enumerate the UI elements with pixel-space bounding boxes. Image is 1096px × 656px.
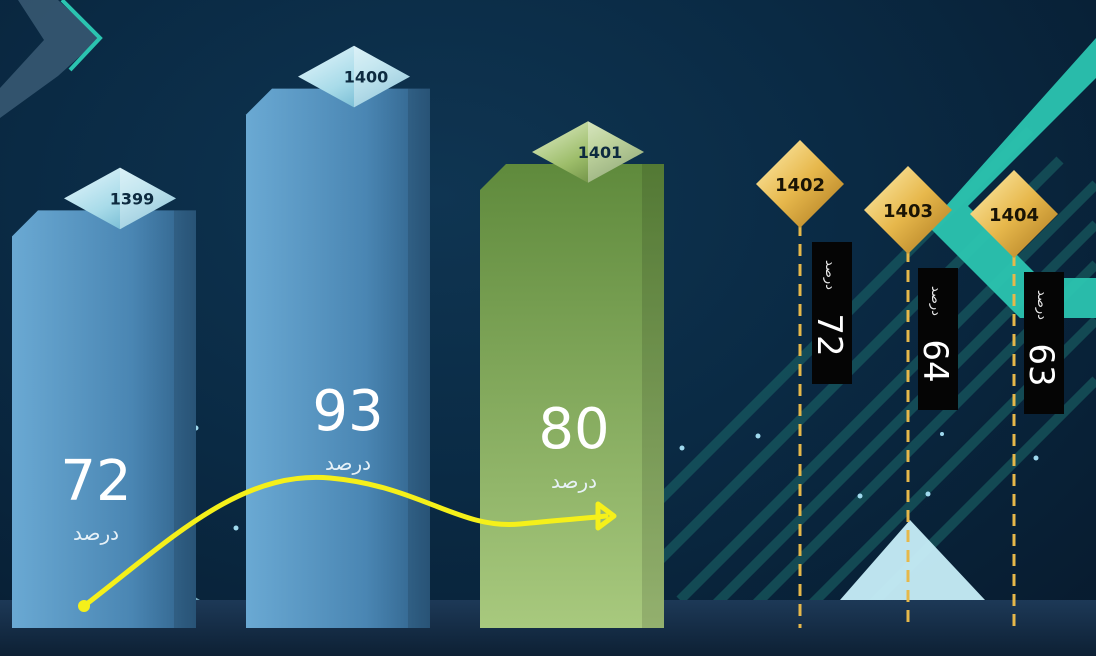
category-label-1399: 1399 (110, 189, 155, 208)
category-label-1400: 1400 (344, 68, 389, 87)
unit-label: درصد (551, 469, 597, 493)
category-diamond (532, 121, 644, 183)
value-box-text: 63 درصد (1021, 290, 1061, 387)
value-box-1403 (918, 268, 958, 410)
category-diamond-gold (970, 170, 1058, 258)
bars-layer (12, 88, 1016, 629)
bar-1401 (480, 164, 664, 628)
value-label-1404: 63 (1021, 343, 1061, 386)
category-label-1401: 1401 (578, 143, 623, 162)
bar-1399 (12, 210, 196, 628)
labels-layer: 1399 72 درصد 1400 93 درصد 1401 80 درصد 1402 72 درصد… (60, 68, 1061, 545)
diamond-facet (120, 167, 176, 230)
trend-arrow-head (595, 501, 617, 531)
value-label-1403: 64 (915, 339, 955, 382)
bar-shade (174, 210, 196, 628)
trend-arrow (81, 474, 609, 609)
category-diamond-gold (756, 140, 844, 228)
unit-label: درصد (325, 451, 371, 475)
bar-shade (642, 164, 664, 628)
diamond-facet (588, 121, 644, 183)
category-diamond (64, 167, 176, 230)
unit-label: درصد (1034, 290, 1049, 320)
markers-layer (64, 45, 1064, 414)
value-box-1404 (1024, 272, 1064, 414)
value-label-1400: 93 (312, 379, 383, 444)
category-label-1404: 1404 (989, 205, 1039, 226)
category-label-1402: 1402 (775, 175, 825, 196)
value-box-text: 72 درصد (809, 260, 849, 357)
value-box-1402 (812, 242, 852, 384)
value-label-1401: 80 (538, 397, 609, 462)
bar-shade (408, 88, 430, 629)
trend-arrow-start (78, 600, 90, 612)
unit-label: درصد (73, 521, 119, 545)
value-label-1402: 72 (809, 313, 849, 356)
value-label-1399: 72 (60, 449, 131, 514)
diamond-facet (354, 45, 410, 108)
unit-label: درصد (928, 286, 943, 316)
category-label-1403: 1403 (883, 201, 933, 222)
value-box-text: 64 درصد (915, 286, 955, 383)
category-diamond (298, 45, 410, 108)
unit-label: درصد (822, 260, 837, 290)
category-diamond-gold (864, 166, 952, 254)
bar-1400 (246, 88, 430, 629)
